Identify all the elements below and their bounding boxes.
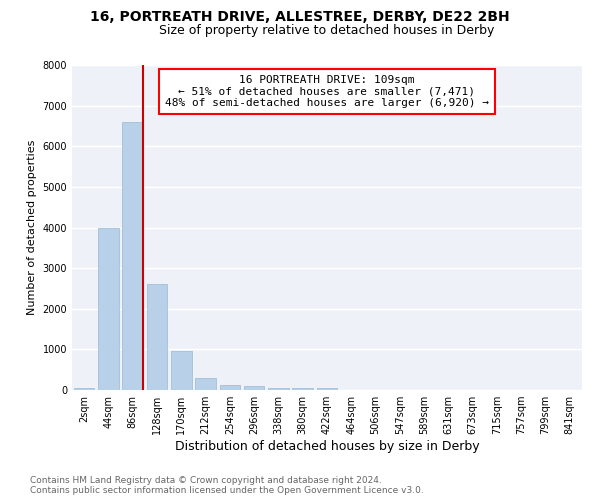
Bar [220,384,240,390]
Bar [146,284,167,390]
Bar [195,378,216,390]
Bar [122,122,143,390]
Text: 16, PORTREATH DRIVE, ALLESTREE, DERBY, DE22 2BH: 16, PORTREATH DRIVE, ALLESTREE, DERBY, D… [90,10,510,24]
Bar [268,388,289,390]
Bar [171,351,191,390]
Bar [98,228,119,390]
Text: 16 PORTREATH DRIVE: 109sqm
← 51% of detached houses are smaller (7,471)
48% of s: 16 PORTREATH DRIVE: 109sqm ← 51% of deta… [165,74,489,108]
Y-axis label: Number of detached properties: Number of detached properties [27,140,37,315]
Title: Size of property relative to detached houses in Derby: Size of property relative to detached ho… [160,24,494,38]
Bar [74,388,94,390]
Bar [292,388,313,390]
Bar [317,388,337,390]
Bar [244,386,265,390]
X-axis label: Distribution of detached houses by size in Derby: Distribution of detached houses by size … [175,440,479,453]
Text: Contains HM Land Registry data © Crown copyright and database right 2024.
Contai: Contains HM Land Registry data © Crown c… [30,476,424,495]
